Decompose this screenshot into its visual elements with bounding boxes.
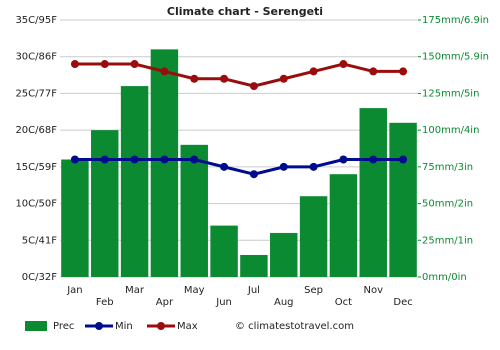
legend-label: Prec [53, 321, 74, 332]
bar [180, 144, 208, 277]
credit: © climatestotravel.com [235, 321, 354, 332]
marker [339, 60, 348, 69]
x-tick-label: May [184, 285, 205, 296]
y-tick-label: 20C/68F [15, 125, 57, 136]
y2-tick-label: 50mm/2in [422, 199, 473, 210]
bar [329, 174, 358, 277]
marker [190, 74, 199, 83]
bar [120, 86, 149, 277]
marker [220, 162, 229, 171]
marker [339, 155, 348, 164]
bar [359, 108, 387, 277]
marker [309, 67, 318, 76]
x-tick-label: Aug [274, 297, 294, 308]
y2-tick-label: 125mm/5in [422, 88, 479, 99]
bar [240, 254, 268, 277]
marker [399, 155, 408, 164]
y-tick-label: 5C/41F [22, 235, 57, 246]
y2-tick-label: 175mm/6.9in [422, 15, 489, 26]
x-tick-label: Jun [215, 297, 232, 308]
bar [299, 196, 328, 277]
marker [279, 162, 288, 171]
x-tick-label: Feb [96, 297, 114, 308]
x-tick-label: Jul [247, 285, 260, 296]
bar [270, 232, 298, 277]
legend-label: Max [177, 321, 198, 332]
bar [91, 130, 119, 277]
marker [279, 74, 288, 83]
y-tick-label: 10C/50F [15, 199, 57, 210]
x-tick-label: Mar [125, 285, 145, 296]
y-tick-label: 30C/86F [15, 52, 57, 63]
x-tick-label: Oct [335, 297, 352, 308]
bar [61, 159, 89, 277]
y2-tick-label: 100mm/4in [422, 125, 479, 136]
x-tick-label: Sep [304, 285, 323, 296]
y-tick-label: 25C/77F [15, 88, 57, 99]
x-tick-label: Nov [363, 285, 383, 296]
marker [70, 155, 79, 164]
x-tick-label: Dec [393, 297, 412, 308]
y2-tick-label: 75mm/3in [422, 162, 473, 173]
marker [190, 155, 199, 164]
marker [399, 67, 408, 76]
marker [369, 155, 378, 164]
y2-tick-label: 0mm/0in [422, 272, 467, 283]
chart-title: Climate chart - Serengeti [167, 5, 323, 18]
marker [160, 155, 169, 164]
y-tick-label: 35C/95F [15, 15, 57, 26]
legend-label: Min [115, 321, 133, 332]
marker [160, 67, 169, 76]
y2-tick-label: 25mm/1in [422, 235, 473, 246]
marker [369, 67, 378, 76]
bar [389, 122, 417, 277]
y2-tick-label: 150mm/5.9in [422, 52, 489, 63]
line [74, 62, 404, 88]
marker [130, 60, 139, 69]
y-tick-label: 15C/59F [15, 162, 57, 173]
legend-swatch [157, 322, 165, 330]
x-tick-label: Apr [156, 297, 174, 308]
marker [249, 170, 258, 179]
x-tick-label: Jan [66, 285, 82, 296]
legend-swatch [25, 321, 47, 331]
bar [210, 225, 238, 277]
marker [249, 82, 258, 91]
legend-swatch [95, 322, 103, 330]
y-tick-label: 0C/32F [22, 272, 57, 283]
marker [309, 162, 318, 171]
marker [220, 74, 229, 83]
marker [100, 155, 109, 164]
marker [100, 60, 109, 69]
marker [70, 60, 79, 69]
marker [130, 155, 139, 164]
line [74, 158, 404, 176]
